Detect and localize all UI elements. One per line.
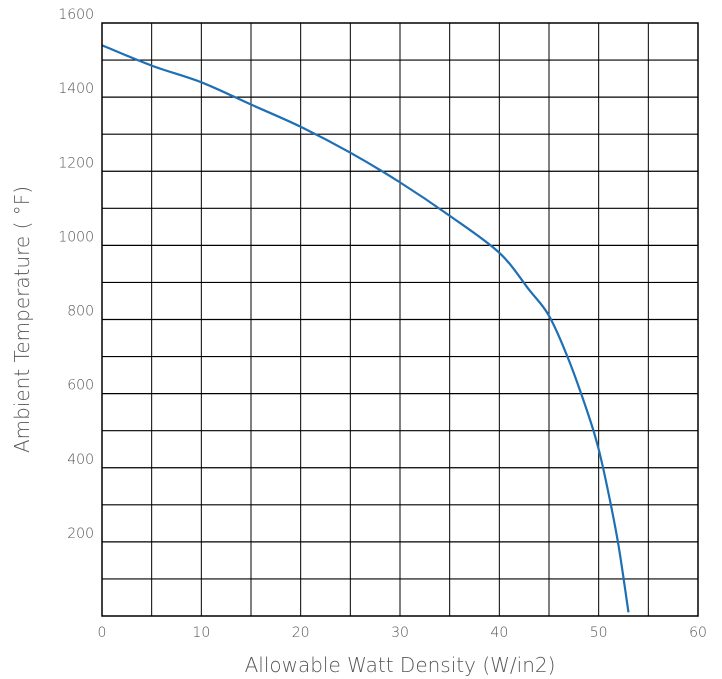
x-tick-label: 0 [98,625,107,641]
y-tick-label: 200 [67,526,94,542]
x-tick-label: 50 [590,625,608,641]
series-line [101,44,630,613]
y-tick-label: 1200 [58,155,94,171]
y-tick-label: 800 [67,304,94,320]
y-tick-label: 600 [67,378,94,394]
series-layer [101,44,630,613]
y-tick-label: 1000 [58,229,94,245]
y-tick-labels: 200 400 600 800 1000 1200 1400 1600 [58,7,94,542]
x-tick-label: 60 [689,625,707,641]
x-tick-label: 20 [292,625,310,641]
x-tick-labels: 0 10 20 30 40 50 60 [98,625,707,641]
y-tick-label: 1400 [58,81,94,97]
plot-frame [101,22,699,617]
x-axis-title: Allowable Watt Density (W/in2) [245,653,556,677]
y-tick-label: 400 [67,452,94,468]
x-tick-label: 40 [490,625,508,641]
y-axis-title: Ambient Temperature ( °F) [10,186,34,453]
y-tick-label: 1600 [58,7,94,23]
x-tick-label: 10 [192,625,210,641]
grid [102,23,698,616]
x-tick-label: 30 [391,625,409,641]
